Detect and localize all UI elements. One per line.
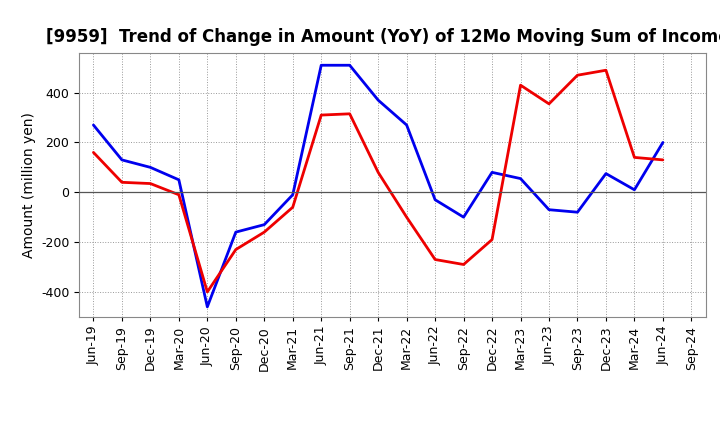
Ordinary Income <box>659 140 667 145</box>
Net Income <box>346 111 354 117</box>
Ordinary Income <box>573 209 582 215</box>
Ordinary Income <box>260 222 269 227</box>
Ordinary Income <box>117 157 126 162</box>
Net Income <box>174 192 183 198</box>
Line: Ordinary Income: Ordinary Income <box>94 65 663 307</box>
Net Income <box>573 73 582 78</box>
Ordinary Income <box>174 177 183 183</box>
Title: [9959]  Trend of Change in Amount (YoY) of 12Mo Moving Sum of Incomes: [9959] Trend of Change in Amount (YoY) o… <box>45 28 720 46</box>
Net Income <box>630 155 639 160</box>
Net Income <box>402 215 411 220</box>
Ordinary Income <box>232 230 240 235</box>
Net Income <box>431 257 439 262</box>
Ordinary Income <box>146 165 155 170</box>
Net Income <box>374 170 382 175</box>
Net Income <box>602 68 611 73</box>
Net Income <box>487 237 496 242</box>
Net Income <box>146 181 155 186</box>
Line: Net Income: Net Income <box>94 70 663 292</box>
Net Income <box>232 247 240 252</box>
Net Income <box>545 101 554 106</box>
Ordinary Income <box>289 192 297 198</box>
Y-axis label: Amount (million yen): Amount (million yen) <box>22 112 35 258</box>
Ordinary Income <box>630 187 639 192</box>
Ordinary Income <box>459 215 468 220</box>
Net Income <box>260 230 269 235</box>
Ordinary Income <box>346 62 354 68</box>
Ordinary Income <box>89 122 98 128</box>
Ordinary Income <box>487 170 496 175</box>
Ordinary Income <box>402 122 411 128</box>
Net Income <box>317 113 325 118</box>
Net Income <box>89 150 98 155</box>
Ordinary Income <box>602 171 611 176</box>
Ordinary Income <box>516 176 525 181</box>
Net Income <box>203 289 212 294</box>
Ordinary Income <box>317 62 325 68</box>
Ordinary Income <box>545 207 554 213</box>
Ordinary Income <box>374 98 382 103</box>
Net Income <box>659 157 667 162</box>
Ordinary Income <box>431 197 439 202</box>
Net Income <box>117 180 126 185</box>
Net Income <box>459 262 468 267</box>
Ordinary Income <box>203 304 212 309</box>
Net Income <box>516 83 525 88</box>
Net Income <box>289 205 297 210</box>
